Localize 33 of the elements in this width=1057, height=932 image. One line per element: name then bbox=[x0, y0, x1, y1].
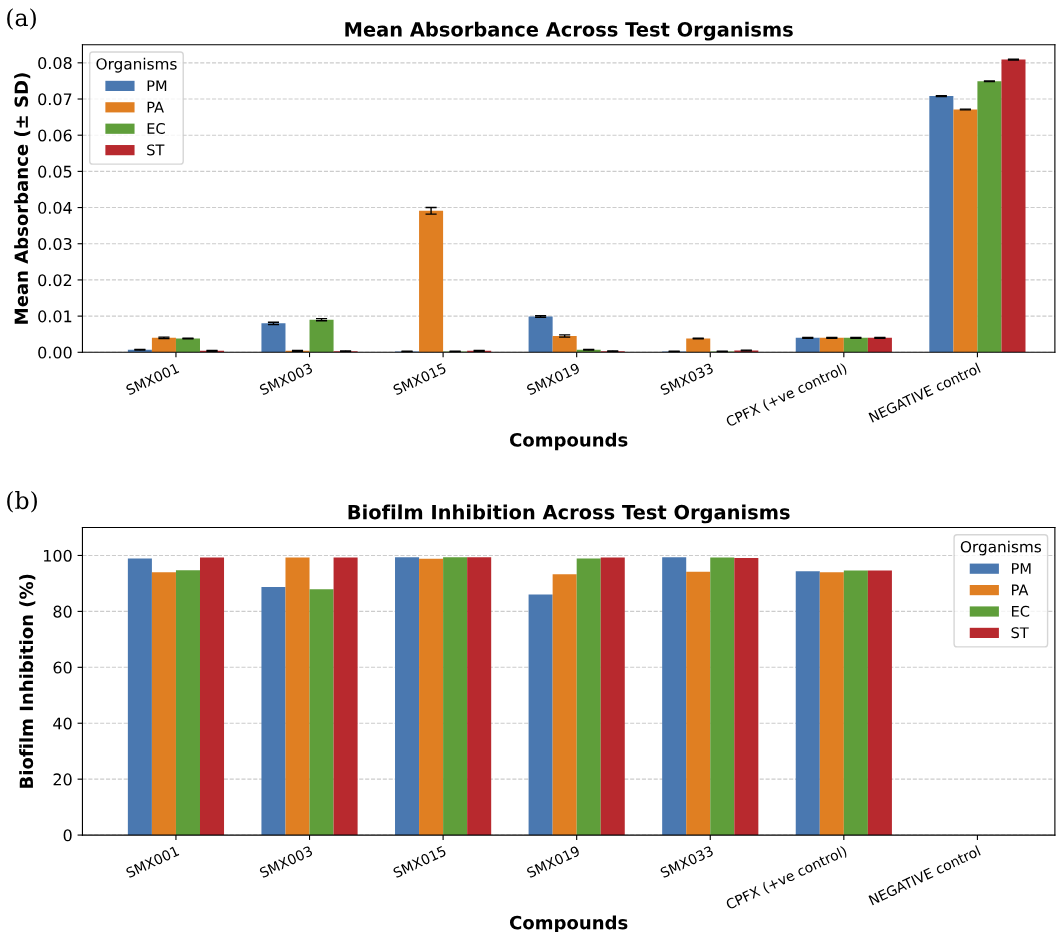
text: (b) bbox=[7, 490, 37, 513]
y-tick-label: 0.01 bbox=[38, 310, 72, 323]
text: (a) bbox=[7, 8, 36, 30]
legend-label: PM bbox=[1012, 563, 1031, 574]
legend-label: PM bbox=[147, 80, 167, 92]
y-axis-title: Biofilm Inhibition (%) bbox=[19, 574, 36, 788]
chart-title: Biofilm Inhibition Across Test Organisms bbox=[348, 504, 790, 524]
legend-label: PA bbox=[1012, 584, 1029, 596]
legend-label: ST bbox=[1011, 627, 1029, 639]
y-tick-label: 0.03 bbox=[38, 237, 72, 251]
legend-title: Organisms bbox=[96, 57, 177, 73]
y-tick-label: 80 bbox=[53, 605, 72, 618]
y-axis-title: Mean Absorbance (± SD) bbox=[14, 73, 31, 324]
legend-label: PA bbox=[147, 101, 164, 113]
y-tick-label: 20 bbox=[53, 773, 72, 786]
y-tick-label: 0.00 bbox=[38, 346, 72, 359]
y-tick-label: 60 bbox=[53, 661, 72, 674]
y-tick-label: 100 bbox=[43, 549, 72, 562]
y-tick-label: 0.07 bbox=[38, 93, 72, 106]
y-tick-label: 0.04 bbox=[38, 201, 72, 214]
legend-label: EC bbox=[1012, 605, 1030, 617]
x-axis-title: Compounds bbox=[509, 432, 628, 451]
y-tick-label: 0.08 bbox=[38, 57, 72, 70]
y-tick-label: 40 bbox=[53, 717, 72, 730]
legend-label: ST bbox=[147, 144, 165, 156]
y-tick-label: 0 bbox=[63, 829, 72, 842]
y-tick-label: 0.06 bbox=[38, 129, 72, 142]
x-axis-title: Compounds bbox=[509, 915, 628, 932]
y-tick-label: 0.05 bbox=[38, 165, 72, 178]
legend-label: EC bbox=[147, 123, 165, 135]
legend-title: Organisms bbox=[960, 540, 1042, 556]
chart-title: Mean Absorbance Across Test Organisms bbox=[345, 21, 793, 41]
y-tick-label: 0.02 bbox=[38, 274, 72, 287]
